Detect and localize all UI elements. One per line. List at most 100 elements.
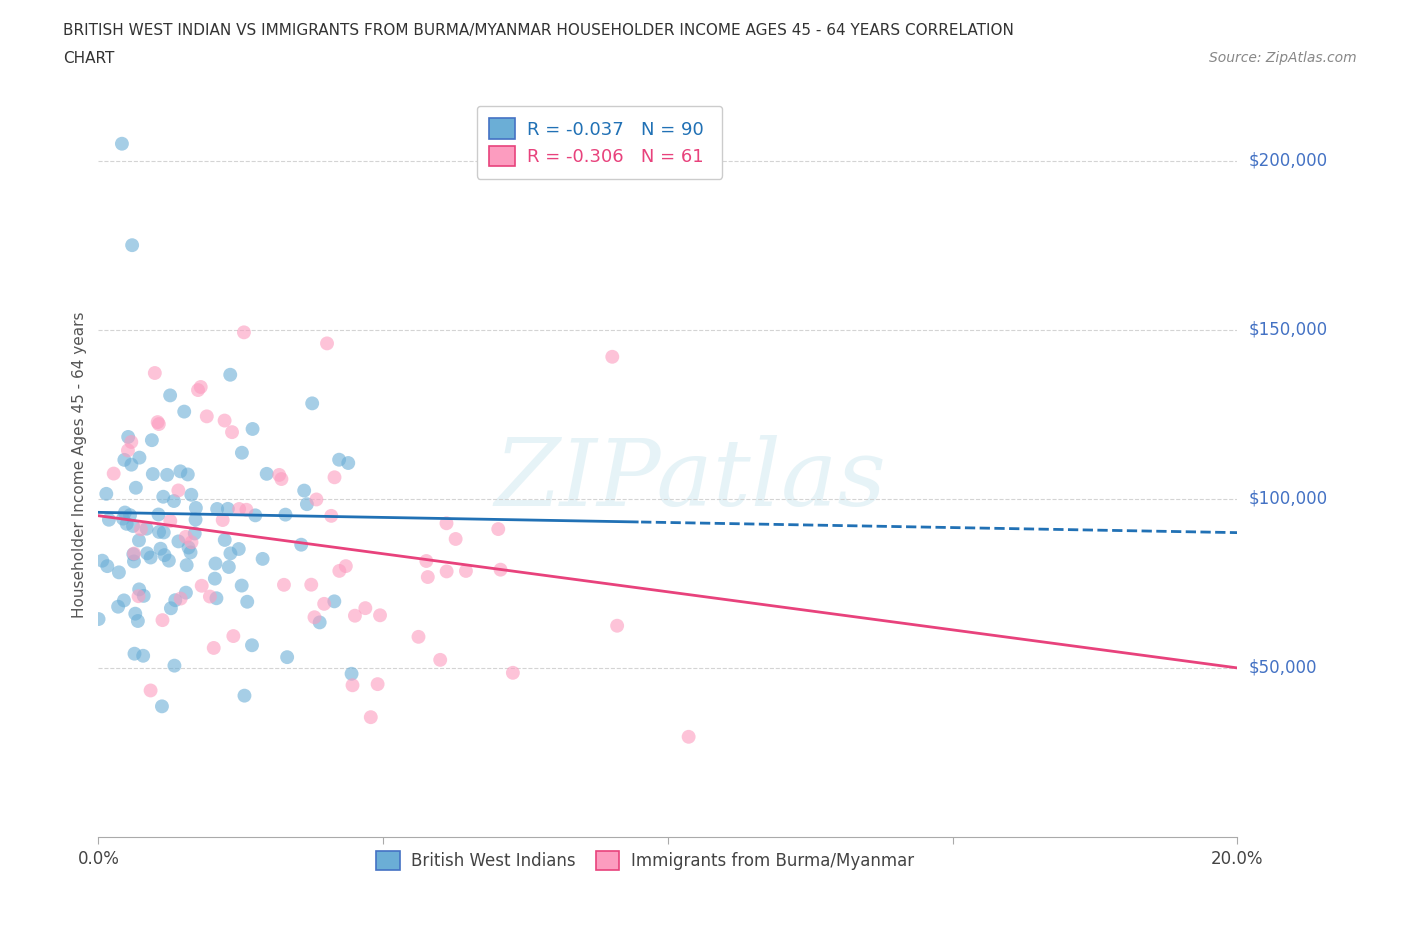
Point bbox=[127, 614, 149, 629]
Point bbox=[103, 466, 125, 481]
Point bbox=[108, 565, 131, 579]
Point bbox=[122, 546, 145, 561]
Text: CHART: CHART bbox=[63, 51, 115, 66]
Point bbox=[328, 452, 350, 467]
Point bbox=[163, 658, 186, 673]
Point bbox=[122, 519, 145, 534]
Point bbox=[214, 413, 236, 428]
Point bbox=[233, 688, 256, 703]
Point bbox=[128, 533, 150, 548]
Point bbox=[236, 594, 259, 609]
Point bbox=[142, 467, 165, 482]
Point bbox=[314, 596, 336, 611]
Point bbox=[120, 434, 142, 449]
Point bbox=[269, 468, 291, 483]
Point bbox=[124, 606, 146, 621]
Point bbox=[328, 564, 350, 578]
Point bbox=[416, 569, 439, 584]
Point bbox=[118, 508, 141, 523]
Point bbox=[316, 336, 339, 351]
Legend: British West Indians, Immigrants from Burma/Myanmar: British West Indians, Immigrants from Bu… bbox=[370, 844, 921, 877]
Point bbox=[150, 699, 173, 714]
Point bbox=[231, 578, 253, 593]
Point bbox=[274, 507, 297, 522]
Point bbox=[240, 638, 263, 653]
Point bbox=[276, 650, 298, 665]
Point bbox=[415, 553, 437, 568]
Point bbox=[323, 470, 346, 485]
Point bbox=[128, 589, 150, 604]
Point bbox=[368, 608, 391, 623]
Point bbox=[231, 445, 253, 460]
Text: Source: ZipAtlas.com: Source: ZipAtlas.com bbox=[1209, 51, 1357, 65]
Point bbox=[177, 540, 200, 555]
Point bbox=[187, 382, 209, 397]
Point bbox=[214, 533, 236, 548]
Point bbox=[180, 487, 202, 502]
Point bbox=[360, 710, 382, 724]
Point bbox=[157, 553, 180, 568]
Point bbox=[149, 541, 172, 556]
Point bbox=[159, 388, 181, 403]
Point bbox=[136, 546, 159, 561]
Point bbox=[141, 432, 163, 447]
Point bbox=[321, 509, 343, 524]
Point bbox=[167, 534, 190, 549]
Point bbox=[132, 589, 155, 604]
Point bbox=[305, 492, 328, 507]
Point bbox=[205, 501, 228, 516]
Point bbox=[190, 578, 212, 593]
Point bbox=[436, 516, 458, 531]
Point bbox=[217, 501, 239, 516]
Point bbox=[335, 559, 357, 574]
Point bbox=[444, 532, 467, 547]
Point bbox=[173, 405, 195, 419]
Point bbox=[429, 653, 451, 668]
Point bbox=[152, 489, 174, 504]
Point bbox=[117, 443, 139, 458]
Point bbox=[112, 452, 135, 467]
Point bbox=[270, 472, 292, 486]
Point bbox=[184, 526, 207, 541]
Point bbox=[502, 665, 524, 680]
Point bbox=[221, 425, 243, 440]
Point bbox=[176, 558, 198, 573]
Point bbox=[228, 541, 250, 556]
Point bbox=[204, 556, 226, 571]
Point bbox=[96, 486, 118, 501]
Point bbox=[120, 458, 142, 472]
Point bbox=[245, 508, 267, 523]
Point bbox=[600, 350, 623, 365]
Point bbox=[139, 683, 162, 698]
Point bbox=[156, 468, 179, 483]
Point bbox=[124, 646, 146, 661]
Point bbox=[160, 601, 183, 616]
Point bbox=[190, 379, 212, 394]
Point bbox=[354, 601, 377, 616]
Point bbox=[177, 467, 200, 482]
Point bbox=[114, 505, 136, 520]
Point bbox=[454, 564, 477, 578]
Point bbox=[115, 516, 138, 531]
Point bbox=[167, 483, 190, 498]
Point bbox=[111, 137, 134, 152]
Point bbox=[169, 464, 191, 479]
Point bbox=[159, 513, 181, 528]
Point bbox=[343, 608, 366, 623]
Point bbox=[606, 618, 628, 633]
Point bbox=[292, 484, 315, 498]
Point bbox=[252, 551, 274, 566]
Point bbox=[91, 553, 114, 568]
Text: $200,000: $200,000 bbox=[1249, 152, 1327, 169]
Point bbox=[129, 522, 152, 537]
Point bbox=[218, 560, 240, 575]
Point bbox=[219, 367, 242, 382]
Point bbox=[205, 591, 228, 605]
Point bbox=[121, 238, 143, 253]
Point bbox=[295, 497, 318, 512]
Point bbox=[678, 729, 700, 744]
Point bbox=[202, 641, 225, 656]
Point bbox=[174, 529, 197, 544]
Point bbox=[153, 548, 176, 563]
Point bbox=[152, 613, 174, 628]
